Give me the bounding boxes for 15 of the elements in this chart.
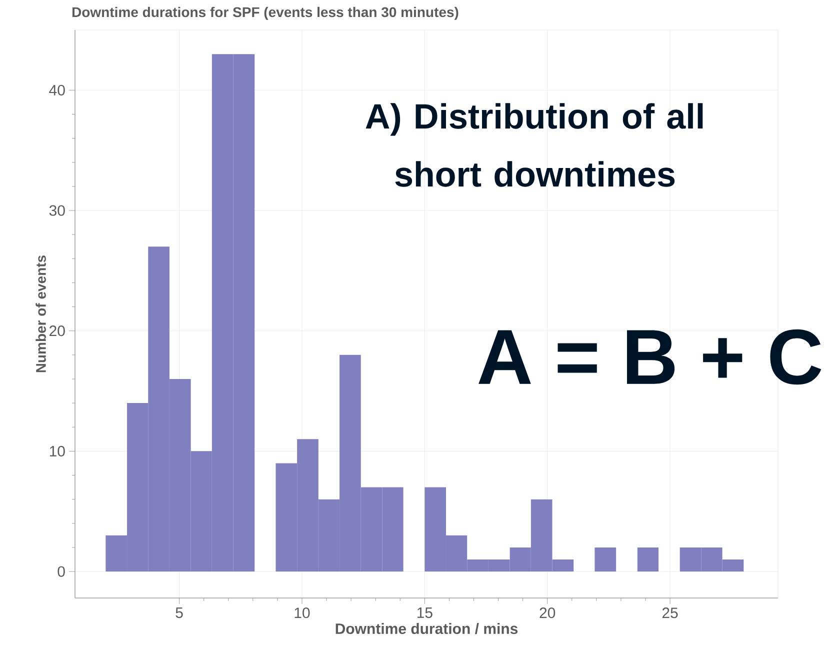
- x-tick-label: 25: [662, 608, 678, 618]
- y-tick-label: 0: [58, 566, 65, 577]
- annotation: A) Distribution of all short downtimes: [366, 103, 703, 187]
- annotation: A = B + C: [478, 329, 822, 385]
- y-tick-label: 40: [49, 84, 65, 96]
- x-tick-label: 10: [294, 608, 310, 618]
- x-axis-title: Downtime duration / mins: [336, 623, 518, 634]
- x-tick-label: 5: [176, 608, 183, 618]
- chart-title: Downtime durations for SPF (events less than 30 minutes): [72, 6, 458, 20]
- y-axis-title: Number of events: [36, 255, 46, 372]
- y-tick-label: 30: [49, 205, 65, 216]
- x-tick-label: 20: [540, 608, 556, 618]
- x-tick-label: 15: [417, 608, 432, 618]
- y-tick-label: 20: [50, 326, 65, 336]
- y-tick-label: 10: [50, 446, 65, 456]
